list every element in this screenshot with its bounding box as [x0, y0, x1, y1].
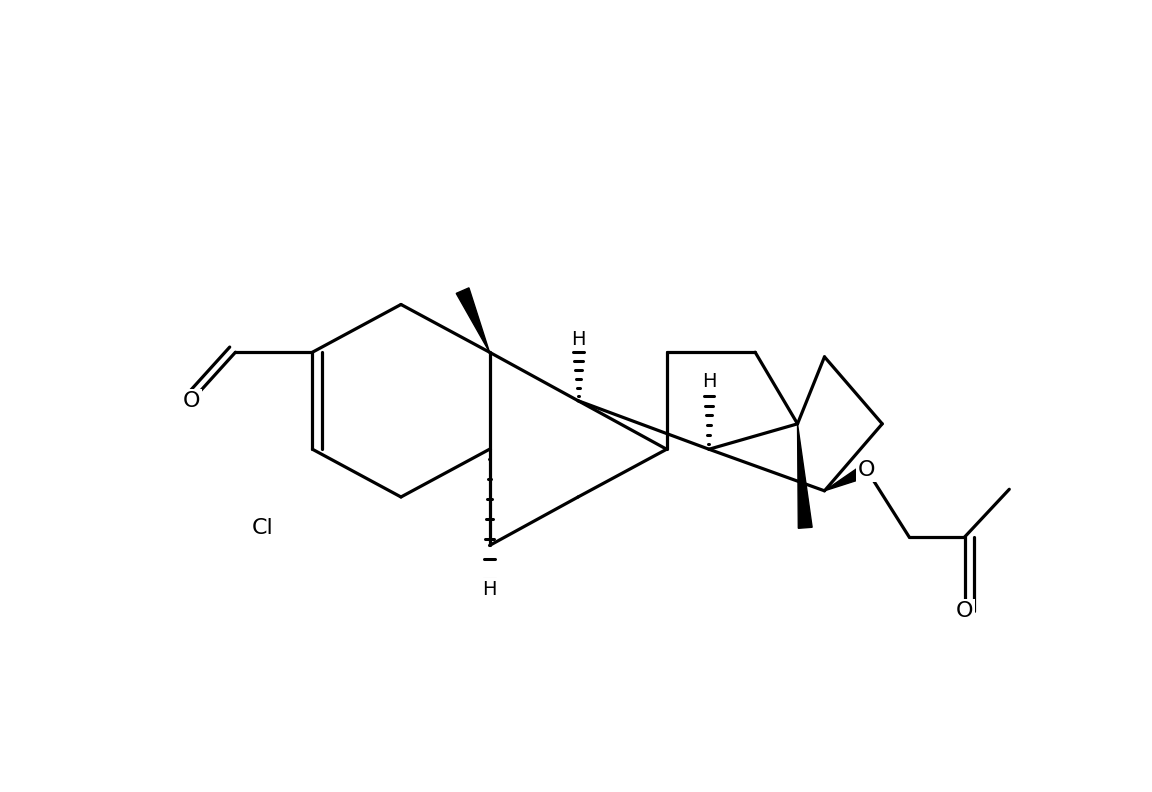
Text: O: O — [956, 601, 973, 621]
Text: Cl: Cl — [251, 518, 273, 538]
Text: H: H — [702, 372, 717, 391]
Text: H: H — [483, 580, 497, 599]
Polygon shape — [456, 287, 490, 352]
Text: O: O — [858, 460, 876, 480]
Text: O: O — [183, 390, 200, 411]
Polygon shape — [825, 464, 870, 491]
Text: H: H — [571, 329, 585, 348]
Polygon shape — [797, 424, 812, 528]
